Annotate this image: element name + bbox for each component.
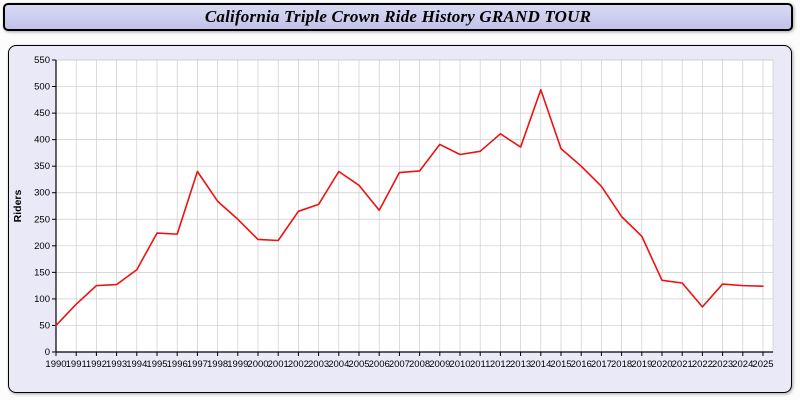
x-tick-label: 2005 xyxy=(348,359,369,370)
x-tick-label: 1996 xyxy=(167,359,188,370)
y-tick-label: 250 xyxy=(34,214,50,225)
x-tick-label: 2000 xyxy=(247,359,268,370)
plot-area xyxy=(56,60,773,352)
x-tick-label: 2021 xyxy=(672,359,693,370)
x-tick-label: 1998 xyxy=(207,359,228,370)
y-tick-label: 50 xyxy=(39,320,50,331)
x-tick-label: 2015 xyxy=(550,359,571,370)
x-tick-label: 2025 xyxy=(752,359,773,370)
x-tick-label: 2019 xyxy=(631,359,652,370)
x-tick-label: 2024 xyxy=(732,359,753,370)
x-tick-label: 2002 xyxy=(288,359,309,370)
y-tick-label: 200 xyxy=(34,241,50,252)
x-tick-label: 2018 xyxy=(611,359,632,370)
x-tick-label: 1992 xyxy=(86,359,107,370)
y-tick-label: 550 xyxy=(34,55,50,66)
x-tick-label: 2007 xyxy=(389,359,410,370)
y-tick-label: 400 xyxy=(34,135,50,146)
x-tick-label: 2022 xyxy=(692,359,713,370)
x-tick-label: 2020 xyxy=(651,359,672,370)
x-tick-label: 2016 xyxy=(571,359,592,370)
x-tick-label: 2004 xyxy=(328,359,349,370)
x-tick-label: 2012 xyxy=(490,359,511,370)
riders-data-line xyxy=(55,88,764,327)
x-tick-label: 1999 xyxy=(227,359,248,370)
chart-title: California Triple Crown Ride History GRA… xyxy=(204,7,592,26)
x-tick-label: 2008 xyxy=(409,359,430,370)
y-tick-label: 500 xyxy=(34,82,50,93)
x-tick-label: 2023 xyxy=(712,359,733,370)
x-tick-label: 2014 xyxy=(530,359,551,370)
x-tick-label: 1990 xyxy=(45,359,66,370)
x-tick-label: 2001 xyxy=(268,359,289,370)
x-tick-label: 1995 xyxy=(146,359,167,370)
x-tick-label: 2013 xyxy=(510,359,531,370)
chart-panel: 0 50 100 150 200 250 300 350 400 450 500 550 1990 199… xyxy=(8,45,792,393)
x-tick-label: 2006 xyxy=(369,359,390,370)
x-tick-label: 2003 xyxy=(308,359,329,370)
x-tick-label: 2009 xyxy=(429,359,450,370)
x-tick-label: 1991 xyxy=(66,359,87,370)
x-tick-label: 1997 xyxy=(187,359,208,370)
x-tick-label: 2010 xyxy=(449,359,470,370)
x-tick-label: 1994 xyxy=(126,359,147,370)
y-tick-label: 150 xyxy=(34,267,50,278)
y-tick-label: 350 xyxy=(34,161,50,172)
x-tick-label: 2017 xyxy=(591,359,612,370)
chart-title-bar: California Triple Crown Ride History GRA… xyxy=(3,3,793,31)
y-tick-label: 100 xyxy=(34,294,50,305)
y-axis-title: Riders xyxy=(12,190,24,223)
y-tick-label: 300 xyxy=(34,188,50,199)
x-tick-label: 2011 xyxy=(470,359,490,370)
x-tick-label: 1993 xyxy=(106,359,127,370)
y-tick-label: 450 xyxy=(34,108,50,119)
y-tick-label: 0 xyxy=(45,347,50,358)
